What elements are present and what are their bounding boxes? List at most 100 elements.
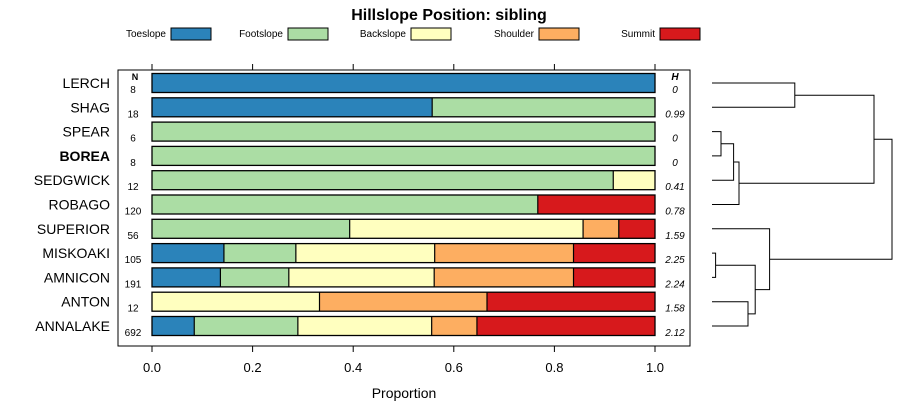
dendrogram-merge-9 (769, 138, 893, 260)
bar-annalake-shoulder (431, 316, 477, 336)
legend-swatch-backslope (410, 27, 452, 41)
bar-rows: LERCH 8 0 SHAG 18 0.99 SPEAR 6 0 BOREA 8 0 SEDGWICK 1… (34, 72, 685, 339)
row-label-sedgwick: SEDGWICK (34, 172, 111, 188)
bar-superior-backslope (349, 219, 584, 239)
row-label-robago: ROBAGO (49, 197, 111, 213)
bar-robago-summit (537, 195, 655, 214)
legend-swatch-toeslope (170, 27, 212, 41)
n-column-header: N (132, 72, 139, 82)
bar-outline-miskoaki (151, 242, 656, 264)
bar-superior-summit (618, 219, 655, 239)
bar-amnicon-toeslope (152, 267, 221, 287)
h-value-annalake: 2.12 (664, 328, 685, 339)
n-value-lerch: 8 (130, 85, 136, 96)
bar-miskoaki-toeslope (152, 243, 224, 263)
bar-superior-footslope (152, 219, 350, 239)
h-value-anton: 1.58 (665, 304, 685, 315)
bar-lerch-toeslope (152, 73, 655, 93)
row-shag: SHAG 18 0.99 (70, 97, 685, 120)
chart-title: Hillslope Position: sibling (351, 7, 547, 24)
legend-label-toeslope: Toeslope (126, 29, 166, 40)
n-value-annalake: 692 (125, 328, 142, 339)
h-value-amnicon: 2.24 (664, 279, 685, 290)
x-tick-label-1: 0.2 (244, 360, 262, 375)
n-value-anton: 12 (127, 304, 139, 315)
h-value-superior: 1.59 (665, 231, 685, 242)
bar-outline-anton (151, 291, 656, 312)
dendrogram-merge-7 (712, 82, 796, 108)
legend-swatch-summit (659, 27, 701, 41)
dendrogram-merge-3 (712, 143, 735, 181)
row-label-superior: SUPERIOR (37, 221, 110, 237)
h-value-borea: 0 (672, 158, 678, 169)
legend-label-backslope: Backslope (360, 29, 407, 40)
h-value-robago: 0.78 (665, 207, 685, 218)
bar-sedgwick-backslope (613, 170, 655, 190)
x-tick-label-0: 0.0 (143, 360, 161, 375)
legend-swatch-footslope (287, 27, 329, 41)
dendrogram-merge-2 (712, 301, 749, 327)
bar-annalake-backslope (297, 316, 432, 336)
bar-amnicon-backslope (288, 267, 435, 287)
dendrogram (712, 82, 893, 327)
bar-amnicon-summit (573, 267, 655, 287)
legend-label-shoulder: Shoulder (494, 29, 535, 40)
bar-amnicon-footslope (220, 267, 289, 287)
n-value-sedgwick: 12 (127, 182, 139, 193)
bar-outline-sedgwick (151, 170, 656, 191)
bar-miskoaki-shoulder (434, 243, 574, 263)
bar-sedgwick-footslope (152, 170, 614, 190)
h-value-miskoaki: 2.25 (664, 255, 685, 266)
row-superior: SUPERIOR 56 1.59 (37, 218, 685, 242)
n-value-spear: 6 (130, 134, 136, 145)
row-anton: ANTON 12 1.58 (61, 291, 685, 315)
dendrogram-merge-8 (739, 94, 875, 184)
row-label-lerch: LERCH (63, 75, 110, 91)
bar-outline-spear (151, 121, 656, 142)
legend: Toeslope Footslope Backslope Shoulder Summit (126, 27, 701, 41)
row-label-anton: ANTON (61, 294, 110, 310)
x-tick-label-2: 0.4 (344, 360, 362, 375)
bar-outline-borea (151, 145, 656, 167)
dendrogram-merge-5 (712, 161, 740, 205)
row-lerch: LERCH 8 0 (63, 72, 678, 96)
row-label-shag: SHAG (70, 99, 110, 115)
row-label-annalake: ANNALAKE (35, 318, 110, 334)
bar-miskoaki-backslope (295, 243, 435, 263)
dendrogram-merge-1 (712, 131, 722, 157)
x-axis-label: Proportion (372, 385, 437, 401)
row-label-amnicon: AMNICON (44, 269, 110, 285)
bar-outline-lerch (151, 72, 656, 94)
bar-anton-summit (487, 292, 655, 312)
legend-label-summit: Summit (621, 29, 655, 40)
row-borea: BOREA 8 0 (59, 145, 678, 169)
row-annalake: ANNALAKE 692 2.12 (35, 315, 685, 339)
dendrogram-merge-4 (715, 264, 756, 315)
row-label-spear: SPEAR (63, 124, 110, 140)
row-amnicon: AMNICON 191 2.24 (44, 267, 685, 290)
bar-miskoaki-summit (573, 243, 655, 263)
h-value-spear: 0 (672, 134, 678, 145)
n-value-borea: 8 (130, 158, 136, 169)
n-value-superior: 56 (127, 231, 139, 242)
bar-outline-shag (151, 97, 656, 118)
n-value-robago: 120 (125, 207, 142, 218)
bar-outline-superior (151, 218, 656, 239)
bar-spear-footslope (152, 122, 655, 142)
x-tick-label-4: 0.8 (545, 360, 563, 375)
h-value-lerch: 0 (672, 85, 678, 96)
bar-amnicon-shoulder (434, 267, 574, 287)
n-value-shag: 18 (127, 109, 139, 120)
row-label-borea: BOREA (59, 148, 110, 164)
plot-frame (117, 69, 691, 347)
bar-outline-annalake (151, 315, 656, 337)
bar-shag-toeslope (152, 97, 433, 117)
h-value-shag: 0.99 (665, 109, 685, 120)
legend-label-footslope: Footslope (239, 29, 283, 40)
row-sedgwick: SEDGWICK 12 0.41 (34, 170, 685, 193)
dendrogram-merge-0 (712, 252, 717, 278)
row-label-miskoaki: MISKOAKI (42, 245, 110, 261)
bar-anton-backslope (152, 292, 320, 312)
x-tick-label-5: 1.0 (646, 360, 664, 375)
bar-miskoaki-footslope (223, 243, 296, 263)
